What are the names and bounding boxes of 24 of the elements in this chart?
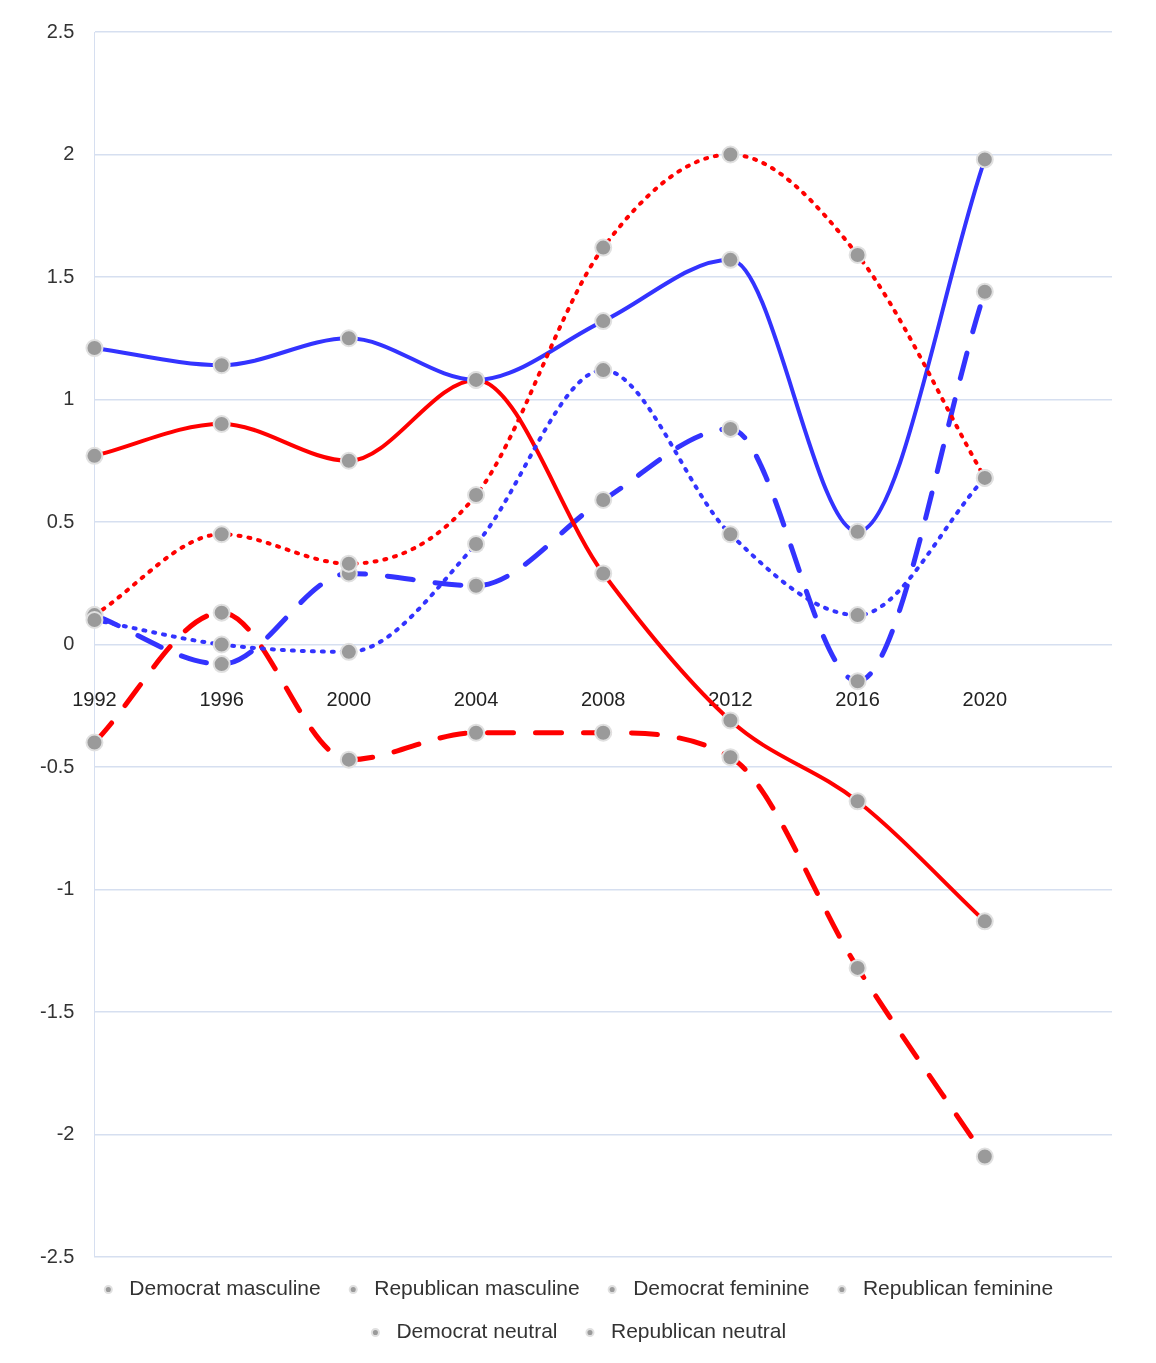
legend-label: Democrat neutral [396, 1319, 558, 1343]
y-tick-label: 2 [63, 142, 75, 165]
y-tick-label: -0.5 [39, 754, 75, 777]
y-tick-label: 1.5 [46, 264, 75, 287]
legend-label: Democrat feminine [633, 1276, 810, 1300]
legend-label: Democrat masculine [129, 1276, 321, 1300]
x-tick-label: 2016 [835, 688, 880, 711]
y-tick-label: -1.5 [39, 999, 75, 1022]
y-tick-label: -1 [56, 877, 75, 900]
x-tick-label: 2020 [962, 688, 1008, 711]
y-tick-label: 0 [63, 632, 75, 655]
legend-label: Republican neutral [610, 1319, 787, 1343]
x-tick-label: 2008 [580, 688, 626, 711]
y-tick-label: -2.5 [39, 1244, 75, 1267]
y-tick-label: 2.5 [46, 19, 75, 42]
legend-label: Republican feminine [862, 1276, 1054, 1300]
x-tick-label: 2000 [326, 688, 372, 711]
x-tick-label: 1996 [199, 688, 244, 711]
x-tick-label: 1992 [72, 688, 117, 711]
y-tick-label: -2 [56, 1122, 75, 1145]
legend-label: Republican masculine [374, 1276, 580, 1300]
y-tick-label: 1 [63, 387, 75, 410]
x-tick-label: 2004 [453, 688, 499, 711]
y-tick-label: 0.5 [46, 509, 75, 532]
